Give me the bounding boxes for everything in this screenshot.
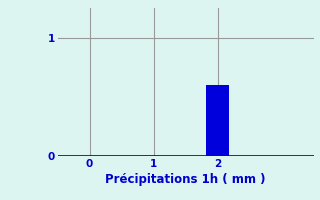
X-axis label: Précipitations 1h ( mm ): Précipitations 1h ( mm ): [105, 173, 266, 186]
Bar: [206, 85, 229, 156]
